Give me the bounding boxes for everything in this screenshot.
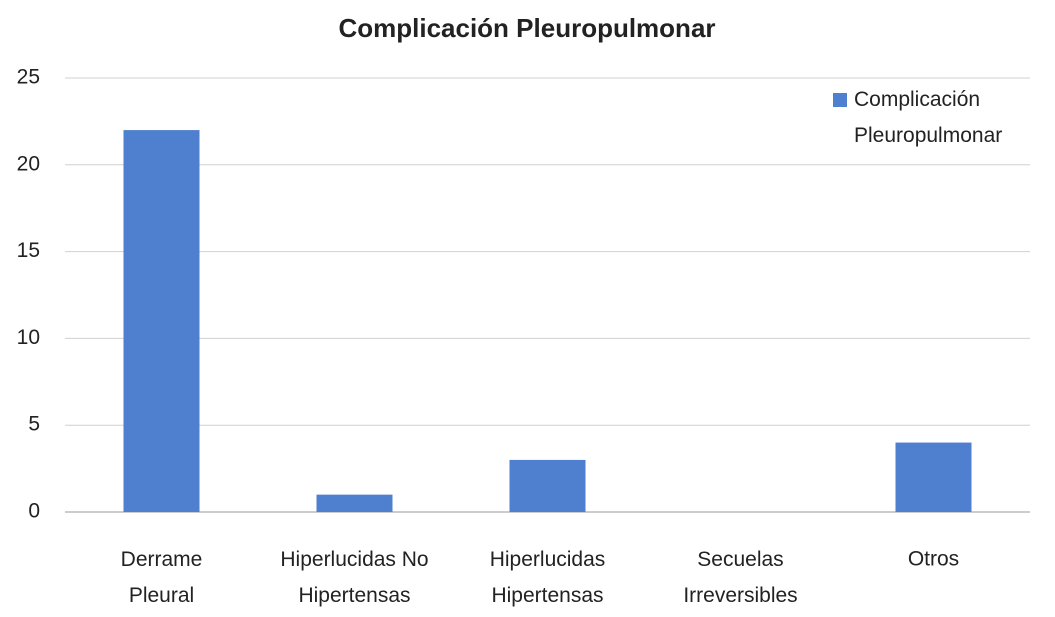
x-tick-label: Derrame Pleural [121,548,203,607]
bar [509,459,586,512]
y-tick-label: 5 [28,413,40,436]
x-tick-label: Otros [908,548,959,571]
y-tick-label: 15 [17,239,40,262]
y-tick-label: 25 [17,66,40,89]
x-tick-label: Hiperlucidas Hipertensas [490,548,606,607]
legend-swatch [833,93,847,107]
x-tick-label: Secuelas Irreversibles [683,548,797,607]
y-tick-label: 10 [17,326,40,349]
legend-label: Complicación Pleuropulmonar [854,88,1002,147]
x-tick-label: Hiperlucidas No Hipertensas [280,548,428,607]
bar [895,442,972,512]
bar [123,130,200,512]
bar [316,494,393,512]
chart-title: Complicación Pleuropulmonar [338,13,715,43]
y-tick-label: 20 [17,152,40,175]
y-tick-label: 0 [28,500,40,523]
